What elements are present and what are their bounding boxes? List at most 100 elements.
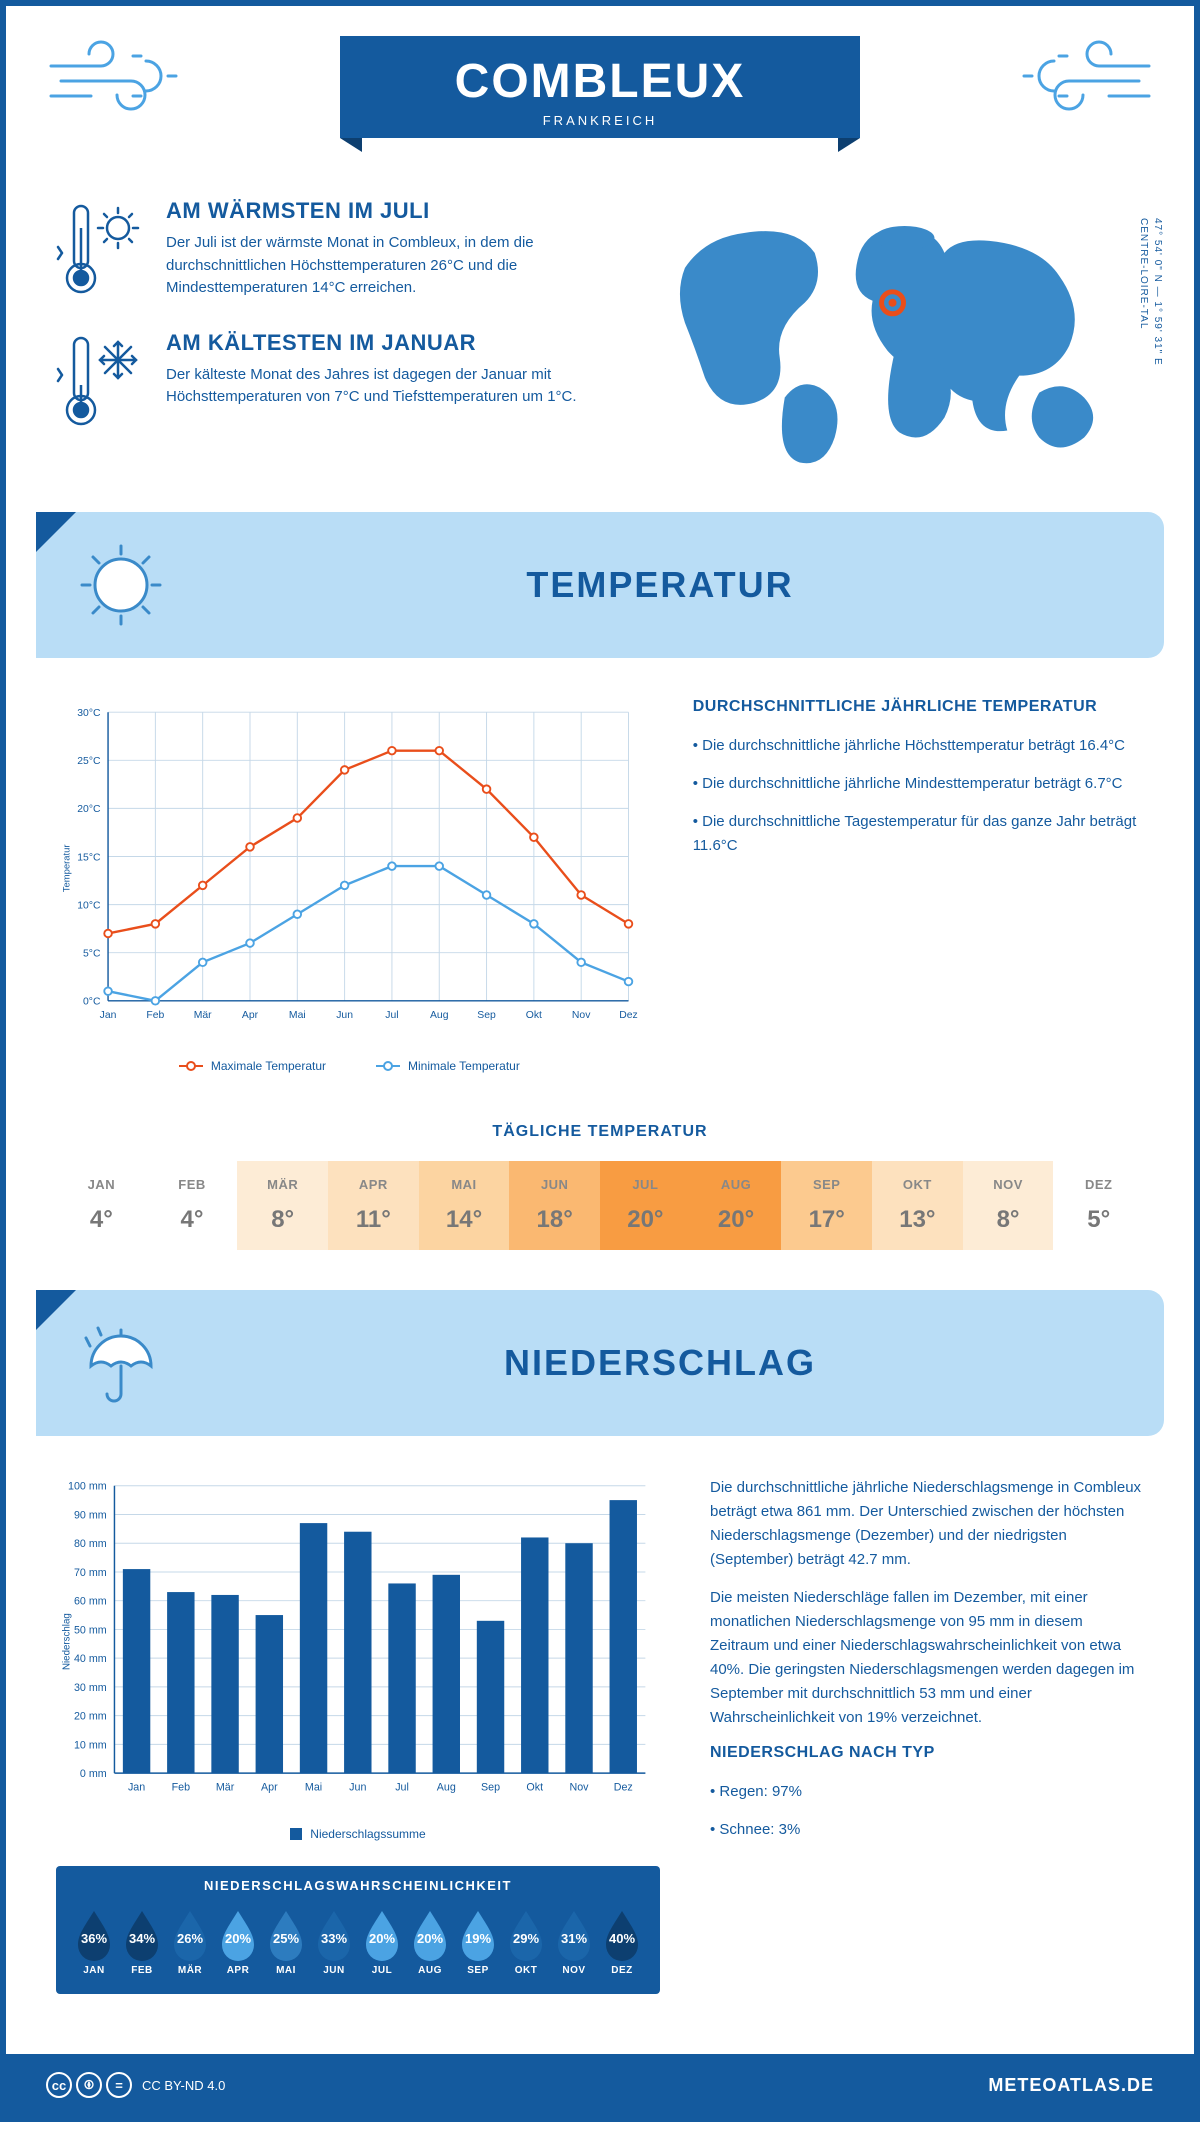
drop-percent: 36% <box>72 1931 116 1946</box>
daily-month: OKT <box>876 1177 959 1192</box>
fact-warm-text: Der Juli ist der wärmste Monat in Comble… <box>166 232 605 300</box>
precip-type-bullets: Regen: 97% Schnee: 3% <box>710 1780 1144 1842</box>
precipitation-banner: NIEDERSCHLAG <box>36 1290 1164 1436</box>
svg-text:Mai: Mai <box>305 1782 322 1794</box>
intro-facts: AM WÄRMSTEN IM JULI Der Juli ist der wär… <box>56 198 605 482</box>
header: COMBLEUX FRANKREICH <box>6 6 1194 158</box>
drop-month: SEP <box>456 1965 500 1976</box>
svg-text:Feb: Feb <box>172 1782 190 1794</box>
probability-drop: 29% OKT <box>504 1907 548 1976</box>
precip-type-bullet: Regen: 97% <box>710 1780 1144 1804</box>
svg-text:0°C: 0°C <box>83 997 101 1008</box>
daily-temp-cell: DEZ5° <box>1053 1161 1144 1250</box>
svg-text:5°C: 5°C <box>83 949 101 960</box>
infographic-container: COMBLEUX FRANKREICH <box>0 0 1200 2122</box>
coordinates: 47° 54' 0" N — 1° 59' 31" ECENTRE-LOIRE-… <box>1136 218 1164 366</box>
fact-coldest: AM KÄLTESTEN IM JANUAR Der kälteste Mona… <box>56 330 605 430</box>
svg-text:Apr: Apr <box>242 1010 259 1021</box>
svg-text:Apr: Apr <box>261 1782 278 1794</box>
line-chart-svg: 0°C5°C10°C15°C20°C25°C30°CJanFebMärAprMa… <box>56 698 643 1039</box>
svg-text:Aug: Aug <box>430 1010 449 1021</box>
svg-text:Dez: Dez <box>619 1010 637 1021</box>
drop-percent: 40% <box>600 1931 644 1946</box>
drop-month: APR <box>216 1965 260 1976</box>
drop-month: NOV <box>552 1965 596 1976</box>
footer-license: cc 🅯 = CC BY-ND 4.0 <box>46 2072 225 2098</box>
svg-text:Sep: Sep <box>477 1010 496 1021</box>
svg-text:Aug: Aug <box>437 1782 456 1794</box>
svg-text:Okt: Okt <box>526 1782 543 1794</box>
precipitation-text: Die durchschnittliche jährliche Niedersc… <box>710 1476 1144 1994</box>
drop-percent: 31% <box>552 1931 596 1946</box>
temperature-heading: TEMPERATUR <box>196 564 1124 606</box>
daily-value: 8° <box>967 1206 1050 1234</box>
daily-month: JAN <box>60 1177 143 1192</box>
daily-month: MAI <box>423 1177 506 1192</box>
city-title: COMBLEUX <box>410 54 790 109</box>
drop-month: AUG <box>408 1965 452 1976</box>
drop-month: DEZ <box>600 1965 644 1976</box>
drop-month: JUL <box>360 1965 404 1976</box>
daily-value: 14° <box>423 1206 506 1234</box>
fact-warm-title: AM WÄRMSTEN IM JULI <box>166 198 605 224</box>
drop-percent: 29% <box>504 1931 548 1946</box>
svg-text:10 mm: 10 mm <box>74 1739 107 1751</box>
umbrella-icon <box>76 1318 166 1408</box>
drop-month: MÄR <box>168 1965 212 1976</box>
thermometer-snow-icon <box>56 330 146 430</box>
drop-percent: 20% <box>360 1931 404 1946</box>
svg-text:Mär: Mär <box>194 1010 212 1021</box>
daily-value: 13° <box>876 1206 959 1234</box>
precip-legend: Niederschlagssumme <box>56 1827 660 1841</box>
daily-month: APR <box>332 1177 415 1192</box>
svg-text:Mai: Mai <box>289 1010 306 1021</box>
legend-min-label: Minimale Temperatur <box>408 1059 520 1073</box>
probability-drop: 20% JUL <box>360 1907 404 1976</box>
daily-value: 17° <box>785 1206 868 1234</box>
daily-temp-cell: JUL20° <box>600 1161 691 1250</box>
temp-bullet: Die durchschnittliche jährliche Höchstte… <box>693 734 1144 758</box>
probability-box: NIEDERSCHLAGSWAHRSCHEINLICHKEIT 36%JAN34… <box>56 1866 660 1994</box>
footer-brand: METEOATLAS.DE <box>988 2075 1154 2096</box>
daily-value: 18° <box>513 1206 596 1234</box>
svg-text:40 mm: 40 mm <box>74 1653 107 1665</box>
wind-icon-right <box>1014 36 1154 126</box>
drop-percent: 26% <box>168 1931 212 1946</box>
temp-bullets: Die durchschnittliche jährliche Höchstte… <box>693 734 1144 858</box>
daily-temp-cell: NOV8° <box>963 1161 1054 1250</box>
daily-value: 4° <box>151 1206 234 1234</box>
temp-legend: Maximale Temperatur Minimale Temperatur <box>56 1059 643 1073</box>
daily-temp-cell: OKT 13° <box>872 1161 963 1250</box>
daily-temp-heading: TÄGLICHE TEMPERATUR <box>56 1123 1144 1141</box>
daily-month: DEZ <box>1057 1177 1140 1192</box>
probability-drop: 34%FEB <box>120 1907 164 1976</box>
daily-temp-cell: FEB4° <box>147 1161 238 1250</box>
probability-drop: 40% DEZ <box>600 1907 644 1976</box>
probability-heading: NIEDERSCHLAGSWAHRSCHEINLICHKEIT <box>72 1878 644 1893</box>
precip-p1: Die durchschnittliche jährliche Niedersc… <box>710 1476 1144 1572</box>
sun-icon <box>76 540 166 630</box>
svg-text:10°C: 10°C <box>77 901 101 912</box>
svg-text:90 mm: 90 mm <box>74 1509 107 1521</box>
svg-text:Okt: Okt <box>526 1010 542 1021</box>
temperature-content: 0°C5°C10°C15°C20°C25°C30°CJanFebMärAprMa… <box>6 658 1194 1113</box>
probability-drop: 36%JAN <box>72 1907 116 1976</box>
drop-month: OKT <box>504 1965 548 1976</box>
svg-text:Jan: Jan <box>100 1010 117 1021</box>
probability-drop: 25%MAI <box>264 1907 308 1976</box>
daily-temp-cell: SEP17° <box>781 1161 872 1250</box>
nd-icon: = <box>106 2072 132 2098</box>
title-banner: COMBLEUX FRANKREICH <box>340 36 860 138</box>
probability-drop: 20%APR <box>216 1907 260 1976</box>
country-subtitle: FRANKREICH <box>410 113 790 128</box>
probability-drop: 33%JUN <box>312 1907 356 1976</box>
svg-text:60 mm: 60 mm <box>74 1596 107 1608</box>
footer: cc 🅯 = CC BY-ND 4.0 METEOATLAS.DE <box>6 2054 1194 2116</box>
daily-temp-cell: JUN18° <box>509 1161 600 1250</box>
precip-type-bullet: Schnee: 3% <box>710 1818 1144 1842</box>
svg-text:Temperatur: Temperatur <box>61 845 72 893</box>
daily-value: 8° <box>241 1206 324 1234</box>
svg-text:70 mm: 70 mm <box>74 1567 107 1579</box>
svg-text:Nov: Nov <box>569 1782 589 1794</box>
intro-section: AM WÄRMSTEN IM JULI Der Juli ist der wär… <box>6 158 1194 512</box>
